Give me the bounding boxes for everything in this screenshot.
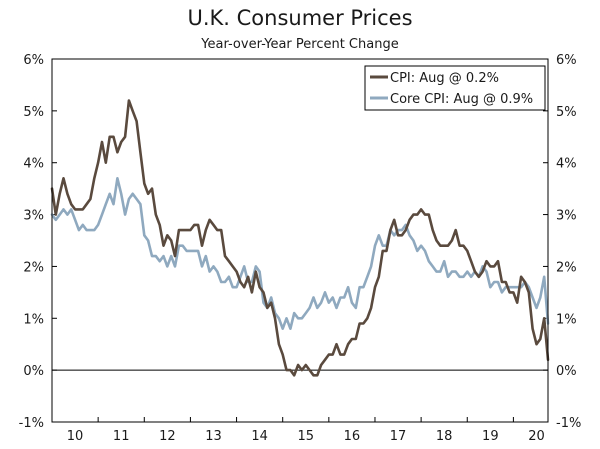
x-tick-label: 14 [251, 429, 268, 444]
x-tick-label: 15 [297, 429, 314, 444]
y-tick-label-left: 5% [23, 105, 44, 120]
y-tick-label-right: 3% [556, 209, 577, 224]
y-tick-label-left: 3% [23, 209, 44, 224]
x-tick-label: 13 [205, 429, 222, 444]
legend-box [364, 65, 546, 111]
axis-layer: -1% -1% 0% 0% 1% 1% 2% 2% 3% 3% 4% 4% 5% 5% 6% 6% 10 11 12… [19, 53, 582, 444]
x-tick-label: 18 [436, 429, 453, 444]
x-tick-label: 12 [159, 429, 176, 444]
y-tick-label-left: 6% [23, 53, 44, 68]
chart-title: U.K. Consumer Prices [187, 6, 412, 30]
x-tick-label: 19 [482, 429, 499, 444]
y-tick-label-right: -1% [556, 416, 581, 431]
series-layer [50, 99, 550, 377]
y-tick-label-right: 2% [556, 260, 577, 275]
y-tick-label-left: 0% [23, 364, 44, 379]
y-tick-label-right: 1% [556, 312, 577, 327]
x-tick-label: 11 [113, 429, 130, 444]
legend: CPI: Aug @ 0.2% Core CPI: Aug @ 0.9% [364, 65, 546, 111]
y-tick-label-right: 0% [556, 364, 577, 379]
y-tick-label-left: 1% [23, 312, 44, 327]
legend-label-cpi: CPI: Aug @ 0.2% [390, 71, 499, 86]
x-tick-label: 10 [67, 429, 84, 444]
y-tick-label-right: 6% [556, 53, 577, 68]
x-tick-label: 20 [528, 429, 545, 444]
y-tick-label-left: 2% [23, 260, 44, 275]
plot-area-frame [51, 58, 549, 423]
chart-subtitle: Year-over-Year Percent Change [200, 37, 398, 52]
x-tick-label: 16 [344, 429, 361, 444]
series-line-core-cpi [50, 177, 550, 331]
x-tick-label: 17 [390, 429, 407, 444]
y-tick-label-right: 5% [556, 105, 577, 120]
y-tick-label-left: -1% [19, 416, 44, 431]
y-tick-label-right: 4% [556, 157, 577, 172]
series-line-cpi [50, 99, 550, 377]
y-tick-label-left: 4% [23, 157, 44, 172]
legend-label-core: Core CPI: Aug @ 0.9% [390, 92, 533, 107]
